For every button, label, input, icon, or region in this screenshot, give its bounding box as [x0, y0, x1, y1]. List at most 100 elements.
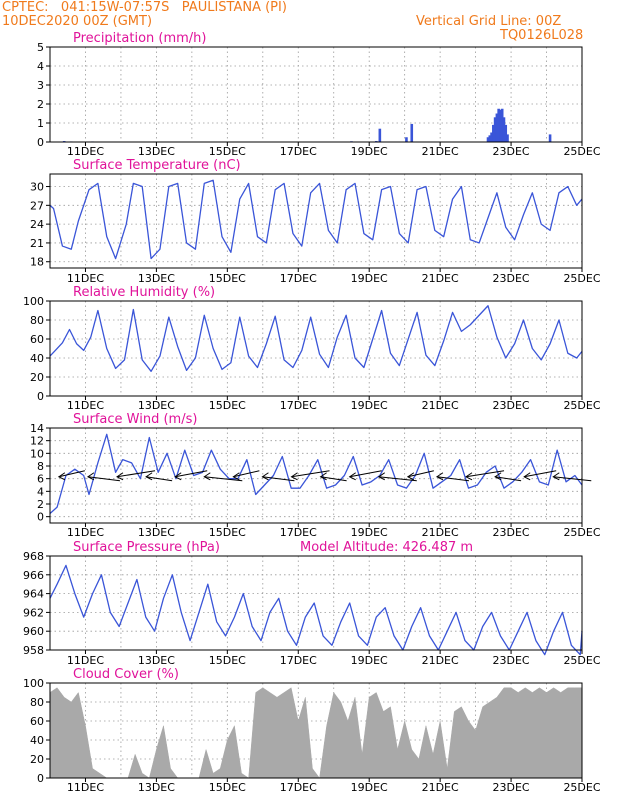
x-tick-label: 13DEC	[138, 526, 175, 539]
x-tick-label: 17DEC	[280, 145, 317, 158]
location-title: CPTEC: 041:15W-07:57S PAULISTANA (PI)	[2, 0, 287, 15]
wind-arrow-head	[319, 472, 327, 481]
wind-arrow-head	[203, 472, 211, 481]
x-tick-label: 23DEC	[493, 781, 530, 794]
x-tick-label: 21DEC	[422, 526, 459, 539]
wind-arrow-head	[377, 472, 386, 481]
x-tick-label: 17DEC	[280, 399, 317, 412]
y-tick-label: 21	[30, 237, 44, 250]
wind-arrow-head	[232, 472, 240, 481]
y-tick-label: 5	[37, 41, 44, 54]
x-tick-label: 17DEC	[280, 654, 317, 667]
wind-arrow	[465, 470, 505, 478]
precip-bar	[410, 123, 414, 142]
panel-title: Surface Temperature (nC)	[73, 158, 241, 173]
x-tick-label: 25DEC	[563, 145, 600, 158]
panel-title: Cloud Cover (%)	[73, 667, 179, 682]
y-tick-label: 2	[37, 498, 44, 511]
y-tick-label: 80	[30, 696, 44, 709]
x-tick-label: 13DEC	[138, 145, 175, 158]
y-tick-label: 8	[37, 460, 44, 473]
x-tick-label: 23DEC	[493, 399, 530, 412]
y-tick-label: 27	[30, 199, 44, 212]
wind-arrow-head	[145, 472, 153, 481]
x-tick-label: 11DEC	[67, 272, 104, 285]
x-tick-label: 13DEC	[138, 781, 175, 794]
y-tick-label: 0	[37, 511, 44, 524]
pressure-panel	[46, 555, 583, 656]
precipitation-panel	[46, 46, 583, 146]
x-tick-label: 21DEC	[422, 399, 459, 412]
y-tick-label: 968	[23, 550, 44, 563]
wind-arrow	[524, 470, 557, 478]
y-tick-label: 80	[30, 314, 44, 327]
y-tick-label: 960	[23, 625, 44, 638]
x-tick-label: 11DEC	[67, 526, 104, 539]
wind-arrow	[87, 476, 121, 482]
x-tick-label: 15DEC	[209, 781, 246, 794]
x-tick-label: 11DEC	[67, 145, 104, 158]
x-tick-label: 21DEC	[422, 145, 459, 158]
y-tick-label: 20	[30, 371, 44, 384]
panel-title: Surface Wind (m/s)	[73, 412, 197, 427]
x-tick-label: 17DEC	[280, 272, 317, 285]
y-tick-label: 14	[30, 422, 44, 435]
x-tick-label: 21DEC	[422, 654, 459, 667]
y-tick-label: 40	[30, 352, 44, 365]
x-tick-label: 19DEC	[351, 145, 388, 158]
precip-bar	[405, 137, 408, 142]
y-tick-label: 4	[37, 60, 44, 73]
x-tick-label: 25DEC	[563, 654, 600, 667]
wind-line	[49, 433, 583, 514]
y-tick-label: 12	[30, 435, 44, 448]
y-tick-label: 2	[37, 98, 44, 111]
x-tick-label: 19DEC	[351, 272, 388, 285]
precip-bar	[490, 132, 493, 142]
precip-bar	[497, 108, 500, 142]
wind-arrow-head	[465, 472, 473, 481]
x-tick-label: 11DEC	[67, 399, 104, 412]
wind-arrow	[378, 476, 417, 482]
precip-bar	[548, 134, 552, 142]
cloud_cover-frame	[49, 682, 583, 779]
humidity-line	[49, 305, 583, 372]
x-tick-label: 23DEC	[493, 272, 530, 285]
humidity-panel	[46, 300, 583, 400]
y-tick-label: 0	[37, 390, 44, 403]
wind-arrow	[58, 470, 85, 478]
wind-arrow	[436, 476, 470, 482]
grid-line-note: Vertical Grid Line: 00Z	[416, 14, 562, 29]
x-tick-label: 21DEC	[422, 781, 459, 794]
x-tick-label: 25DEC	[563, 399, 600, 412]
x-tick-label: 13DEC	[138, 272, 175, 285]
y-tick-label: 6	[37, 473, 44, 486]
y-tick-label: 40	[30, 734, 44, 747]
x-tick-label: 19DEC	[351, 781, 388, 794]
x-tick-label: 19DEC	[351, 526, 388, 539]
wind-arrow	[262, 476, 295, 482]
wind-arrow-head	[494, 472, 502, 481]
wind-arrow-head	[435, 472, 444, 481]
wind-arrow	[349, 470, 382, 478]
x-tick-label: 15DEC	[209, 399, 246, 412]
y-tick-label: 962	[23, 606, 44, 619]
y-tick-label: 0	[37, 136, 44, 149]
x-tick-label: 25DEC	[563, 781, 600, 794]
precip-bar	[499, 109, 502, 142]
y-tick-label: 1	[37, 117, 44, 130]
wind-arrow	[320, 476, 347, 482]
x-tick-label: 25DEC	[563, 526, 600, 539]
wind-panel	[46, 427, 592, 527]
x-tick-label: 19DEC	[351, 654, 388, 667]
wind-arrow	[291, 470, 330, 478]
cloud_cover-panel	[46, 682, 583, 782]
pressure-frame	[49, 555, 583, 651]
wind-arrow	[175, 470, 208, 478]
wind-arrow	[146, 476, 173, 482]
wind-arrow-head	[261, 472, 269, 481]
x-tick-label: 17DEC	[280, 526, 317, 539]
y-tick-label: 4	[37, 485, 44, 498]
y-tick-label: 20	[30, 753, 44, 766]
wind-frame	[49, 427, 583, 524]
